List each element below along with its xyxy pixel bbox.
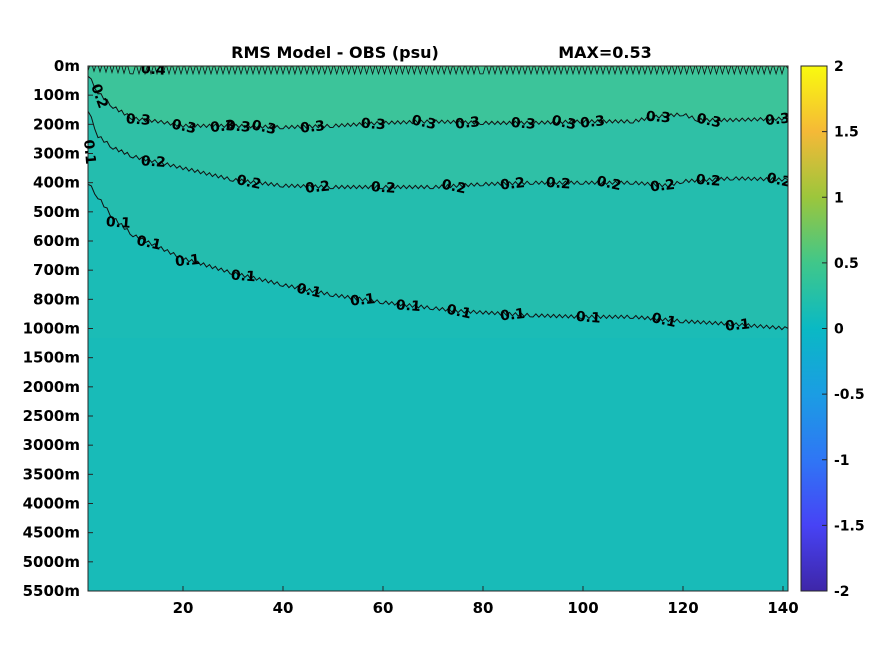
contour-label: 0.2 (235, 172, 263, 193)
contour-label: 0.1 (575, 309, 601, 327)
y-tick-label: 2500m (23, 407, 80, 425)
y-tick-label: 800m (33, 290, 80, 308)
contour-label: 0.1 (105, 214, 131, 232)
max-label: MAX=0.53 (558, 43, 652, 62)
y-tick-label: 200m (33, 115, 80, 133)
y-tick-label: 300m (33, 145, 80, 163)
y-tick-label: 4000m (23, 495, 80, 513)
contour-line-0.4 (88, 66, 788, 76)
contour-label: 0.3 (225, 118, 251, 136)
colorbar-tick-label: 0 (834, 322, 844, 338)
contour-label: 0.3 (250, 117, 278, 138)
contour-label: 0.2 (695, 172, 721, 190)
contour-label: 0.1 (499, 306, 525, 325)
contour-label: 0.1 (230, 268, 256, 286)
contour-label: 0.1 (650, 310, 678, 331)
contour-label: 0.3 (550, 113, 578, 134)
x-tick-label: 140 (767, 599, 798, 617)
contour-label: 0.3 (579, 113, 605, 132)
contour-label: 0.4 (140, 61, 166, 79)
colorbar-tick-label: -2 (834, 584, 850, 600)
chart-title: RMS Model - OBS (psu) (231, 43, 439, 62)
contour-label: 0.1 (349, 291, 375, 310)
contour-label: 0.1 (174, 252, 200, 271)
contour-label: 0.3 (209, 118, 235, 137)
colorbar-ticks: 2 1.5 1 0.5 0 -0.5 -1 -1.5 -2 (822, 59, 865, 600)
colorbar-tick-label: 1.5 (834, 125, 859, 141)
plot-area: 0.40.3 0.3 0.30.30.3 0.3 0.3 0.3 0.3 0.3 0.3 0.3 0… (88, 61, 793, 591)
colorbar-tick-label: 0.5 (834, 256, 859, 272)
contour-label: 0.3 (510, 115, 536, 133)
y-tick-label: 500m (33, 203, 80, 221)
y-tick-label: 100m (33, 86, 80, 104)
contour-label: 0.1 (395, 297, 421, 315)
contour-label: 0.3 (645, 109, 671, 127)
contour-label: 0.2 (370, 179, 396, 197)
contour-label: 0.1 (135, 233, 163, 254)
y-tick-label: 0m (54, 57, 80, 75)
colorbar-tick-label: -0.5 (834, 387, 865, 403)
contour-label: 0.1 (445, 302, 473, 323)
y-tick-label: 2000m (23, 378, 80, 396)
contour-label: 0.3 (299, 118, 325, 137)
contour-line-0.1 (88, 183, 788, 331)
contour-label: 0.2 (765, 170, 793, 191)
y-tick-label: 400m (33, 174, 80, 192)
contour-labels: 0.40.3 0.3 0.30.30.3 0.3 0.3 0.3 0.3 0.3 0.3 0.3 0… (105, 61, 793, 335)
contour-label: 0.2 (440, 177, 468, 198)
contour-label: 0.2 (304, 178, 330, 197)
contour-label: 0.2 (140, 153, 166, 171)
contour-label: 0.3 (695, 111, 723, 132)
y-tick-label: 700m (33, 261, 80, 279)
contour-label: 0.2 (499, 175, 525, 194)
contour-label: 0.1 (724, 316, 750, 335)
contour-lines (88, 66, 788, 331)
y-tick-label: 4500m (23, 524, 80, 542)
contour-line-0.2 (88, 111, 788, 190)
deep-shade (88, 338, 788, 591)
contour-label: 0.3 (764, 111, 790, 130)
x-tick-label: 120 (667, 599, 698, 617)
y-axis: 0m 100m 200m 300m 400m 500m 600m 700m 800m 1000m 1… (23, 57, 93, 600)
colorbar-tick-label: 1 (834, 190, 844, 206)
contour-label: 0.2 (595, 173, 623, 194)
x-tick-label: 80 (473, 599, 494, 617)
colorbar-tick-label: -1.5 (834, 518, 865, 534)
y-tick-label: 1500m (23, 349, 80, 367)
x-axis: 20 40 60 80 100 120 140 (173, 586, 799, 617)
colorbar-tick-label: -1 (834, 453, 850, 469)
contour-line-0.3 (88, 75, 788, 130)
contour-label: 0.3 (454, 114, 480, 133)
x-tick-label: 20 (173, 599, 194, 617)
band-0.3-0.4 (88, 66, 788, 128)
contour-label: 0.3 (170, 116, 198, 137)
y-tick-label: 5000m (23, 553, 80, 571)
contour-label: 0.3 (360, 116, 386, 134)
contour-side-label-0.2: 0.2 (87, 82, 111, 111)
y-tick-label: 1000m (23, 320, 80, 338)
contour-label: 0.2 (545, 175, 571, 193)
contour-label: 0.3 (410, 112, 438, 133)
x-tick-label: 100 (567, 599, 598, 617)
x-tick-label: 40 (273, 599, 294, 617)
y-tick-label: 5500m (23, 582, 80, 600)
colorbar-tick-label: 2 (834, 59, 844, 75)
y-tick-label: 3000m (23, 436, 80, 454)
y-tick-label: 3500m (23, 465, 80, 483)
x-tick-label: 60 (373, 599, 394, 617)
contour-label: 0.3 (125, 111, 151, 129)
contour-side-label-0.1: 0.1 (80, 139, 98, 165)
contour-label: 0.2 (649, 177, 675, 196)
contour-label: 0.1 (295, 281, 323, 302)
y-tick-label: 600m (33, 232, 80, 250)
